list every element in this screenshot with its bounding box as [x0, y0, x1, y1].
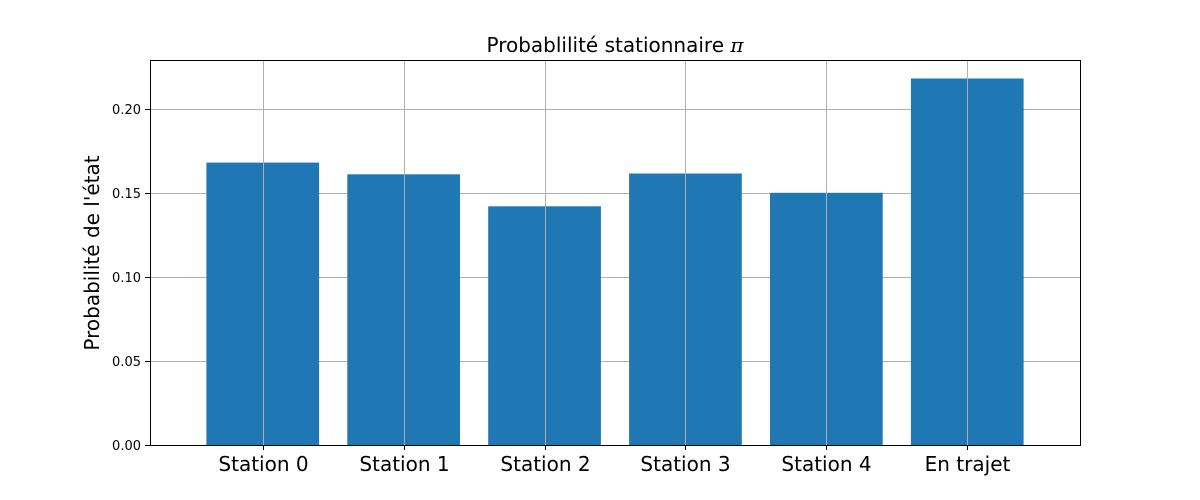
y-tick-label: 0.00 [112, 439, 141, 454]
y-tick-label: 0.20 [112, 103, 141, 118]
chart-title: Probablilité stationnaire π [486, 33, 744, 57]
bar [206, 162, 320, 445]
y-tick-label: 0.15 [112, 187, 141, 202]
y-axis-ticks: 0.00 0.05 0.10 0.15 0.20 [112, 103, 150, 454]
bar [488, 206, 601, 445]
x-grid-lines [263, 60, 968, 445]
y-axis-label: Probabilité de l'état [80, 155, 104, 350]
x-tick-label: Station 0 [218, 452, 308, 476]
x-tick-label: Station 2 [500, 452, 590, 476]
x-tick-label: Station 3 [640, 452, 730, 476]
plot-frame [150, 60, 1081, 446]
bars [206, 78, 1024, 446]
chart-title-text: Probablilité stationnaire [486, 33, 724, 57]
x-tick-label: Station 4 [781, 452, 871, 476]
x-tick-label: En trajet [925, 452, 1011, 476]
x-axis-ticks: Station 0 Station 1 Station 2 Station 3 Stat… [218, 445, 1011, 476]
chart-title-symbol: π [729, 33, 744, 57]
bar [347, 174, 460, 446]
x-tick-label: Station 1 [359, 452, 449, 476]
y-tick-label: 0.10 [112, 271, 141, 286]
y-tick-label: 0.05 [112, 355, 141, 370]
